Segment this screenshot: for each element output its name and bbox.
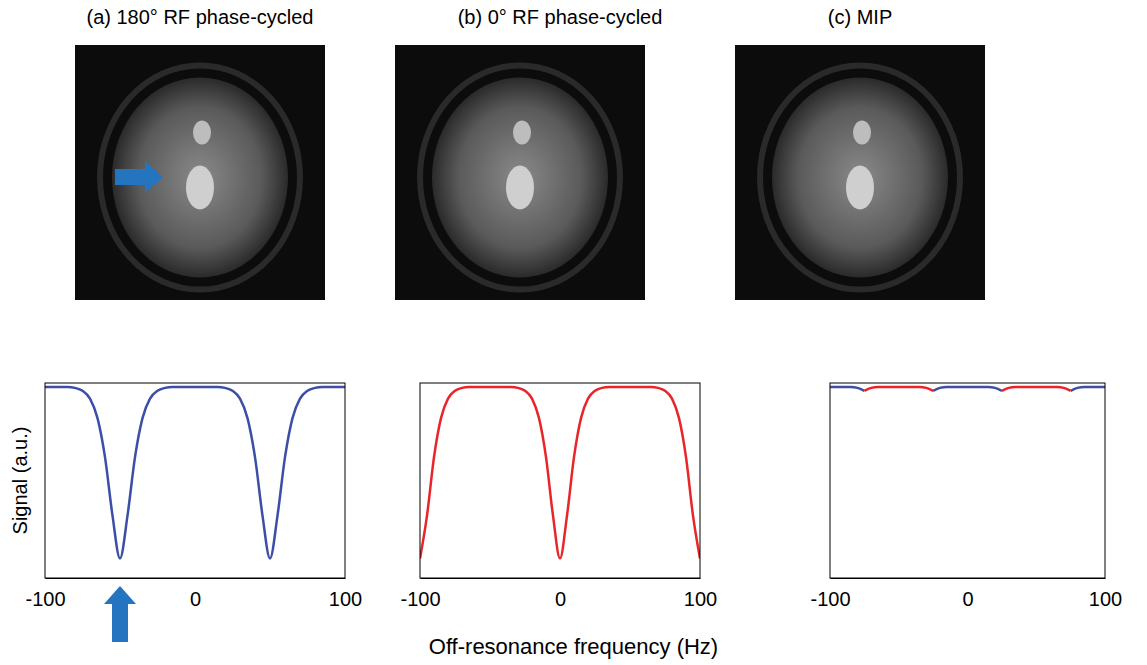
image-feature bbox=[186, 166, 214, 210]
signal-line bbox=[830, 387, 1105, 391]
plot-area bbox=[420, 387, 700, 559]
image-ring bbox=[420, 66, 620, 290]
tick-label: 0 bbox=[555, 588, 566, 610]
image-background bbox=[735, 45, 985, 300]
plot-area bbox=[830, 387, 1105, 391]
image-head bbox=[772, 78, 948, 278]
image-background bbox=[395, 45, 645, 300]
image-head bbox=[112, 78, 288, 278]
image-ring bbox=[100, 66, 300, 290]
arrow bbox=[115, 161, 163, 193]
tick-label: 100 bbox=[1089, 588, 1122, 610]
image-feature bbox=[853, 121, 871, 145]
tick-label: 100 bbox=[684, 588, 717, 610]
image-feature bbox=[506, 166, 534, 210]
plot-frame bbox=[45, 383, 345, 578]
plot-frame bbox=[420, 383, 700, 578]
image-feature bbox=[193, 121, 211, 145]
panel-title: (b) 0° RF phase-cycled bbox=[458, 6, 663, 28]
tick: 0 bbox=[555, 578, 566, 610]
panel-title: (c) MIP bbox=[828, 6, 892, 28]
signal-line bbox=[45, 387, 345, 559]
tick: 0 bbox=[962, 578, 973, 610]
tick-label: -100 bbox=[25, 588, 65, 610]
image-feature bbox=[513, 121, 531, 145]
mri-image bbox=[75, 45, 325, 300]
x-axis-title: Off-resonance frequency (Hz) bbox=[429, 634, 718, 659]
signal-line bbox=[420, 387, 700, 559]
panel-title: (a) 180° RF phase-cycled bbox=[87, 6, 314, 28]
axis-line bbox=[46, 578, 346, 579]
signal-line bbox=[864, 387, 1070, 391]
tick: -100 bbox=[810, 578, 850, 610]
image-feature bbox=[846, 166, 874, 210]
tick: 100 bbox=[684, 578, 717, 610]
tick: 0 bbox=[190, 578, 201, 610]
tick-label: 0 bbox=[190, 588, 201, 610]
tick: -100 bbox=[25, 578, 65, 610]
tick-label: 0 bbox=[962, 588, 973, 610]
axis-line bbox=[831, 578, 1106, 579]
y-axis-title: Signal (a.u.) bbox=[9, 427, 31, 535]
image-head bbox=[432, 78, 608, 278]
axis-line bbox=[421, 578, 701, 579]
tick: 100 bbox=[1089, 578, 1122, 610]
tick: -100 bbox=[400, 578, 440, 610]
x-axis: -100 0 100 bbox=[810, 578, 1122, 610]
image-ring bbox=[760, 66, 960, 290]
image-background bbox=[75, 45, 325, 300]
figure: (a) 180° RF phase-cycled -100 0 100 Signal (… bbox=[0, 0, 1147, 665]
plot-area bbox=[45, 387, 345, 559]
tick-label: 100 bbox=[329, 588, 362, 610]
x-axis: -100 0 100 bbox=[400, 578, 717, 610]
arrow bbox=[104, 586, 136, 642]
tick-label: -100 bbox=[810, 588, 850, 610]
mri-image bbox=[395, 45, 645, 300]
x-axis: -100 0 100 bbox=[25, 578, 362, 610]
plot-frame bbox=[830, 383, 1105, 578]
tick-label: -100 bbox=[400, 588, 440, 610]
mri-image bbox=[735, 45, 985, 300]
tick: 100 bbox=[329, 578, 362, 610]
